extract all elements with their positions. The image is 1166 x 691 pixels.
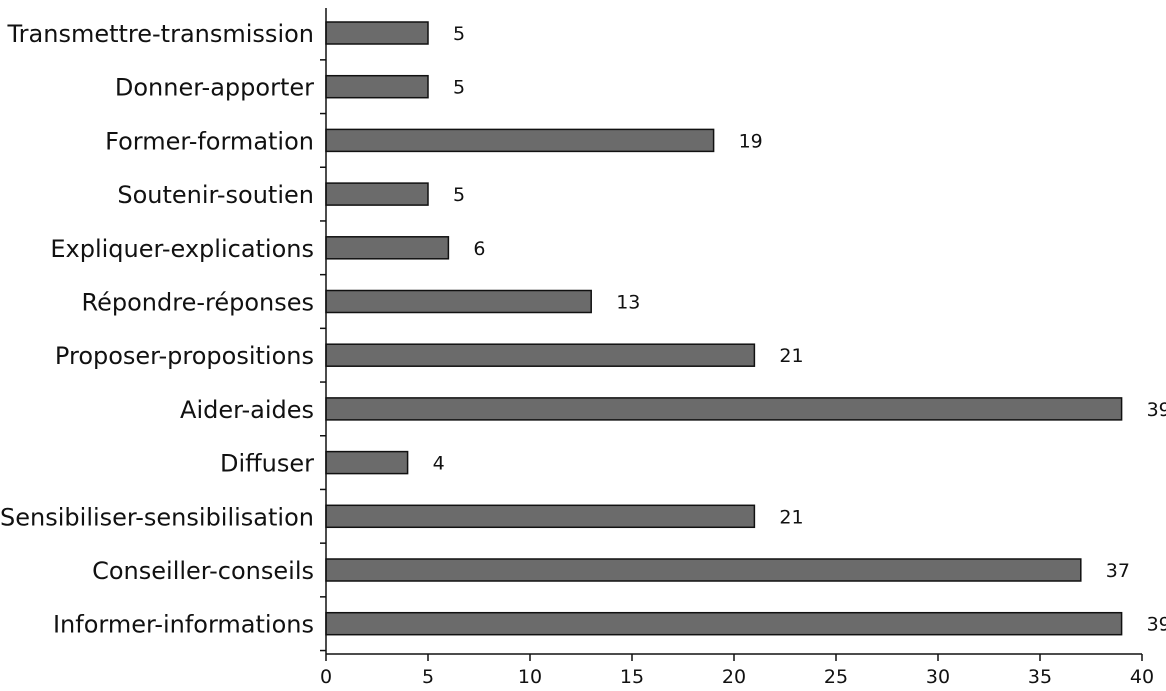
x-tick-label: 10 <box>518 666 542 688</box>
x-ticks-group: 0 5 10 15 20 25 30 35 40 <box>320 59 1154 688</box>
bar <box>325 182 429 206</box>
x-tick-label: 0 <box>320 666 332 688</box>
bar-value-label: 4 <box>433 453 445 475</box>
bar-value-label: 37 <box>1106 560 1130 582</box>
bar <box>325 611 1123 636</box>
category-label: Sensibiliser-sensibilisation <box>0 503 314 531</box>
x-tick-label: 5 <box>422 666 434 688</box>
x-tick-label: 40 <box>1130 666 1154 688</box>
x-tick-label: 15 <box>620 666 644 688</box>
bar-value-label: 13 <box>616 292 640 314</box>
bar <box>325 21 429 45</box>
bar-value-label: 39 <box>1147 614 1166 636</box>
category-labels-group: Transmettre-transmission Donner-apporter F… <box>0 20 314 639</box>
category-label: Aider-aides <box>180 396 314 424</box>
bar-value-label: 5 <box>453 77 465 99</box>
category-label: Conseiller-conseils <box>92 557 314 585</box>
category-label: Soutenir-soutien <box>117 181 314 209</box>
category-label: Expliquer-explications <box>50 235 314 263</box>
category-label: Transmettre-transmission <box>7 20 314 48</box>
x-tick-label: 25 <box>824 666 848 688</box>
value-labels-group: 5 5 19 5 6 13 21 39 4 21 37 39 <box>433 23 1166 636</box>
category-label: Proposer-propositions <box>55 342 314 370</box>
x-tick-label: 30 <box>926 666 950 688</box>
category-label: Former-formation <box>105 127 314 155</box>
bar <box>325 558 1082 582</box>
category-label: Donner-apporter <box>115 74 314 102</box>
bar-value-label: 21 <box>779 506 803 528</box>
bar <box>325 289 592 314</box>
bar <box>325 450 409 475</box>
bar-value-label: 21 <box>779 345 803 367</box>
x-tick-label: 20 <box>722 666 746 688</box>
bar <box>325 128 715 153</box>
category-label: Répondre-réponses <box>82 289 315 317</box>
x-tick-label: 35 <box>1028 666 1052 688</box>
bar <box>325 504 756 529</box>
bar <box>325 74 429 99</box>
category-label: Informer-informations <box>53 611 314 639</box>
bar-value-label: 19 <box>739 130 763 152</box>
bar <box>325 236 450 260</box>
bars-group <box>325 21 1123 636</box>
bar <box>325 343 756 367</box>
bar-value-label: 6 <box>473 238 485 260</box>
bar <box>325 397 1123 421</box>
bar-value-label: 5 <box>453 23 465 45</box>
bar-value-label: 39 <box>1147 399 1166 421</box>
bar-value-label: 5 <box>453 184 465 206</box>
category-label: Diffuser <box>220 450 314 478</box>
